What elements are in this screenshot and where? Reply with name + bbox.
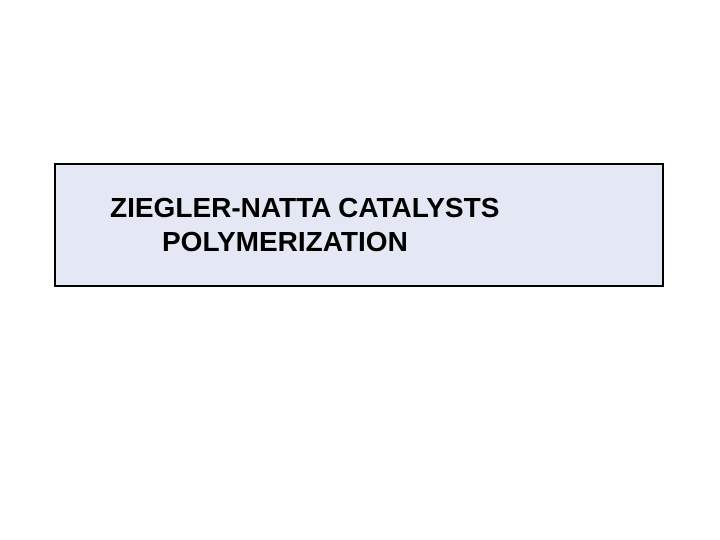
- title-line-2: POLYMERIZATION: [56, 225, 408, 259]
- slide: ZIEGLER-NATTA CATALYSTS POLYMERIZATION: [0, 0, 720, 540]
- title-box: ZIEGLER-NATTA CATALYSTS POLYMERIZATION: [54, 163, 664, 287]
- title-line-1: ZIEGLER-NATTA CATALYSTS: [56, 191, 499, 225]
